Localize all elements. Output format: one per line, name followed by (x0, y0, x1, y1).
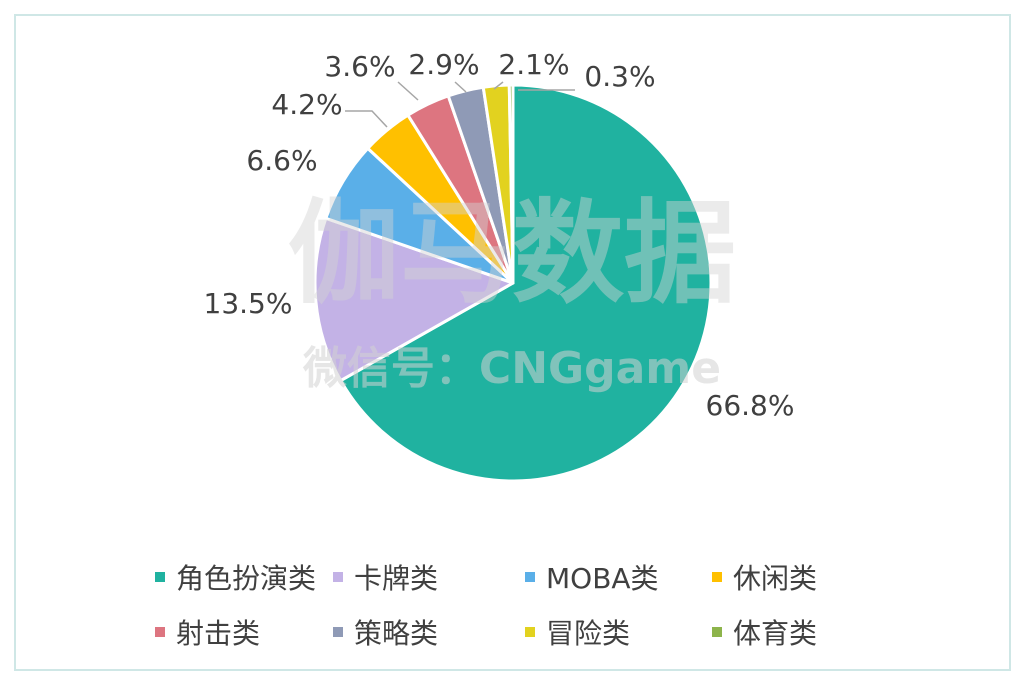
legend-label-1: 角色扮演类 (176, 562, 316, 595)
legend-swatch-6 (333, 627, 343, 637)
pie-slice-1 (339, 83, 713, 483)
legend-label-7: 冒险类 (546, 617, 630, 650)
legend-swatch-4 (712, 572, 722, 582)
pie-slice-8 (507, 83, 515, 285)
data-label-1: 66.8% (706, 389, 795, 422)
data-label-7: 2.1% (498, 48, 569, 81)
data-label-5: 3.6% (324, 50, 395, 83)
legend-swatch-5 (155, 627, 165, 637)
legend-swatch-7 (525, 627, 535, 637)
legend-label-8: 体育类 (733, 617, 817, 650)
legend-swatch-8 (712, 627, 722, 637)
legend-swatch-2 (333, 572, 343, 582)
leader-line-5 (397, 81, 419, 101)
leader-lines (345, 81, 575, 128)
watermark-title: 伽马数据 (288, 189, 736, 319)
data-label-2: 13.5% (204, 287, 293, 320)
legend-swatch-3 (525, 572, 535, 582)
legend-swatch-1 (155, 572, 165, 582)
watermark-subtitle: 微信号：CNGgame (302, 343, 721, 394)
data-label-4: 4.2% (271, 88, 342, 121)
data-label-8: 0.3% (584, 60, 655, 93)
data-labels: 66.8% 13.5% 6.6% 4.2% 3.6% 2.9% 2.1% 0.3% (204, 48, 795, 422)
data-label-3: 6.6% (246, 144, 317, 177)
pie-slices (313, 83, 713, 483)
pie-slice-2 (313, 216, 515, 383)
legend-label-4: 休闲类 (733, 562, 817, 595)
legend-label-6: 策略类 (354, 617, 438, 650)
legend-label-5: 射击类 (176, 617, 260, 650)
leader-line-6 (454, 81, 467, 93)
leader-line-4 (345, 110, 388, 128)
data-label-6: 2.9% (408, 48, 479, 81)
legend-label-3: MOBA类 (546, 562, 659, 595)
legend-label-2: 卡牌类 (354, 562, 438, 595)
leader-line-7 (493, 81, 504, 90)
